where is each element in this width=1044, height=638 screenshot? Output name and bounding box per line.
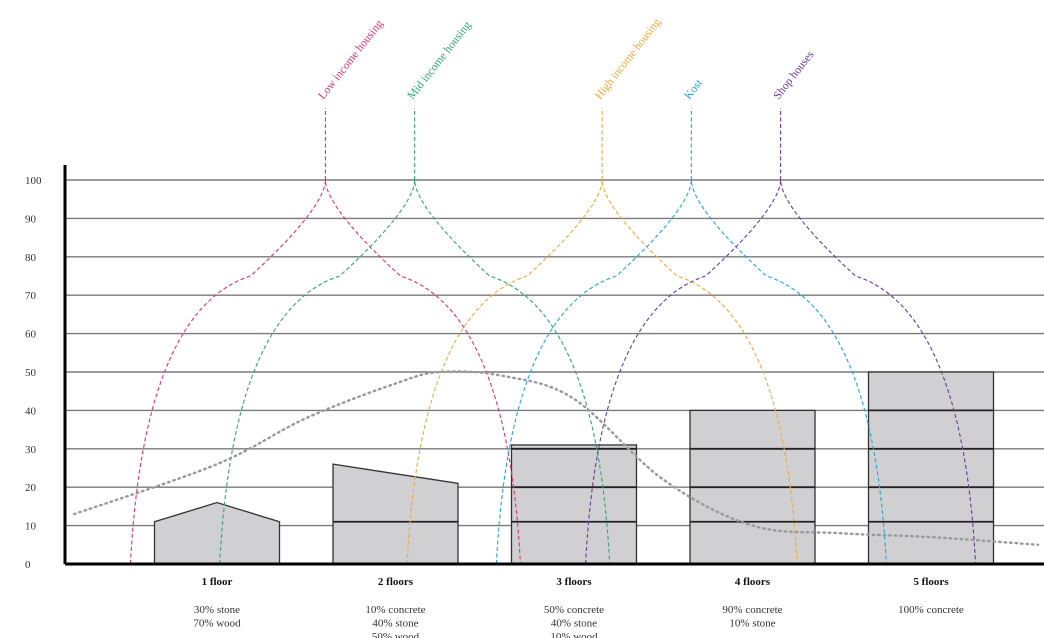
material-label: 50% concrete [544,604,604,616]
building-1-floor [153,501,281,565]
y-tick-label: 100 [25,175,42,187]
y-tick-labels: 0 10 20 30 40 50 60 70 80 90 100 [25,175,42,571]
y-tick-label: 50 [25,367,37,379]
series-curves [129,108,977,565]
series-label: High income housing [593,16,664,102]
building-5-floors [867,371,995,565]
material-label: 10% stone [729,618,775,630]
category-label: 1 floor [202,576,233,588]
series-label: Low income housing [316,18,385,102]
material-label: 10% wood [550,631,598,638]
material-label: 70% wood [193,618,241,630]
material-label: 10% concrete [365,604,425,616]
y-tick-label: 10 [25,521,37,533]
y-tick-label: 30 [25,444,37,456]
category-label: 5 floors [913,576,949,588]
y-tick-label: 20 [25,482,37,494]
y-tick-label: 40 [25,405,37,417]
category-label: 2 floors [378,576,414,588]
material-label: 50% wood [372,631,420,638]
buildings [153,371,995,565]
y-tick-label: 90 [25,213,37,225]
y-tick-label: 0 [25,559,31,571]
axes [63,165,1044,566]
building-3-floors [510,444,638,565]
building-2-floors [332,463,459,565]
material-label: 30% stone [194,604,240,616]
y-tick-label: 70 [25,290,37,302]
material-label: 100% concrete [898,604,964,616]
category-labels: 1 floor 30% stone 70% wood 2 floors 10% conc… [193,576,964,638]
gridlines [65,179,1044,527]
series-labels: Low income housing Mid income housing High… [316,16,817,102]
trend-line [73,370,1040,546]
series-label: Mid income housing [406,19,474,102]
material-label: 40% stone [551,618,597,630]
series-label: Kost [682,77,705,102]
category-label: 4 floors [735,576,771,588]
trend-curve [73,370,1040,546]
y-tick-label: 60 [25,329,37,341]
category-label: 3 floors [556,576,592,588]
material-label: 40% stone [372,618,418,630]
y-tick-label: 80 [25,252,37,264]
series-label: Shop houses [772,48,817,101]
material-label: 90% concrete [722,604,782,616]
